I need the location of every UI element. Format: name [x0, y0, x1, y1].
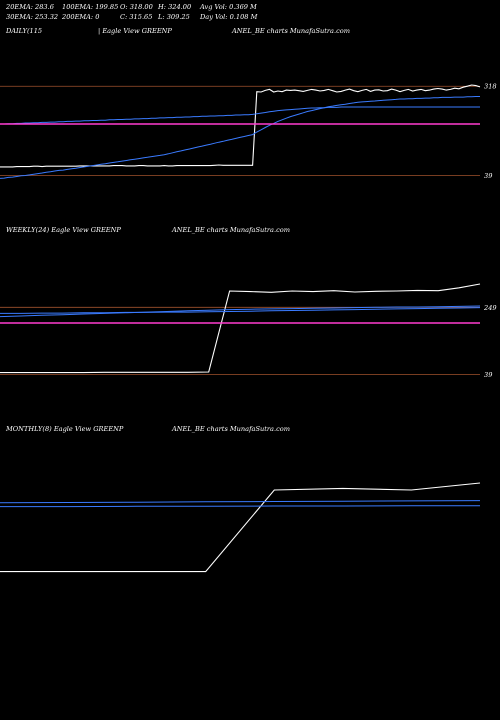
weekly-y-tick-label: 249 [483, 304, 497, 312]
header-stat: 30EMA: 253.32 [6, 13, 59, 21]
daily-series-price [0, 84, 481, 168]
header-stat: H: 324.00 [158, 3, 192, 11]
daily-y-tick-label: 318 [484, 83, 497, 91]
monthly-series-ema_blue_1 [0, 500, 481, 504]
weekly-series-ema_blue_1 [0, 305, 481, 318]
daily-panel-title-right: ANEL_BE charts MunafaSutra.com [232, 27, 350, 35]
weekly-panel-title-right: ANEL_BE charts MunafaSutra.com [172, 226, 290, 234]
header-stat: L: 309.25 [158, 13, 190, 21]
header-stat: 100EMA: 199.85 [62, 3, 119, 11]
weekly-series-ema_blue_2 [0, 307, 481, 314]
header-stat: 20EMA: 283.6 [6, 3, 54, 11]
header-stat: 200EMA: 0 [62, 13, 100, 21]
daily-panel-title: DAILY(115 [6, 27, 43, 35]
header-stat: O: 318.00 [120, 3, 153, 11]
weekly-y-tick-label: 39 [484, 371, 492, 379]
daily-panel-title-mid: | Eagle View GREENP [98, 27, 172, 35]
weekly-series-price [0, 283, 481, 374]
weekly-panel-title: WEEKLY(24) Eagle View GREENP [6, 226, 121, 234]
monthly-panel-title-right: ANEL_BE charts MunafaSutra.com [172, 425, 290, 433]
weekly-chart: 249 39 [0, 283, 497, 379]
daily-chart: 318 39 [0, 83, 497, 180]
daily-y-tick-label: 39 [484, 172, 492, 180]
daily-series-ema_blue_2 [0, 106, 480, 125]
monthly-chart [0, 482, 481, 573]
monthly-panel-title: MONTHLY(8) Eagle View GREENP [6, 425, 124, 433]
header-stat: Avg Vol: 0.369 M [200, 3, 257, 11]
header-stat: C: 315.65 [120, 13, 153, 21]
monthly-series-ema_blue_2 [0, 505, 480, 508]
header-stat: Day Vol: 0.108 M [200, 13, 258, 21]
daily-series-ema_blue_1 [0, 96, 480, 179]
monthly-series-price [0, 482, 481, 573]
